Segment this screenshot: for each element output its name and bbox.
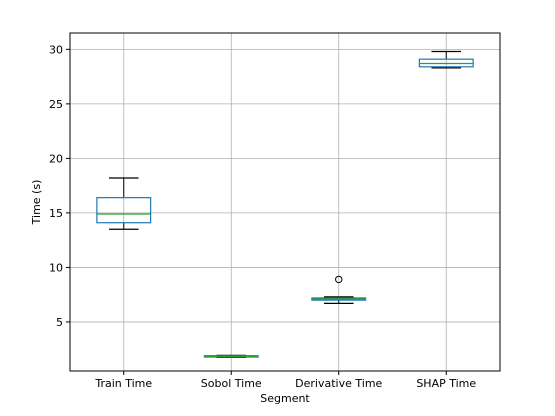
plot-frame xyxy=(69,32,501,372)
y-tick-label: 10 xyxy=(49,261,63,274)
y-tick-label: 5 xyxy=(56,316,63,329)
box-rect xyxy=(96,197,152,224)
box-3 xyxy=(418,50,474,69)
y-tick-label: 25 xyxy=(49,98,63,111)
y-axis-label: Time (s) xyxy=(30,180,43,226)
axis-ticks: 5 10 15 20 25 30 Train Time Sobol Time Derivativ… xyxy=(49,43,476,390)
box-0 xyxy=(96,177,152,230)
grid-lines xyxy=(70,33,500,371)
x-axis-label: Segment xyxy=(260,392,310,405)
outlier-point xyxy=(335,275,343,284)
box-series xyxy=(96,50,474,358)
y-tick-label: 30 xyxy=(49,43,63,56)
box-2 xyxy=(311,275,367,304)
x-tick-label: Train Time xyxy=(94,377,152,390)
y-tick-label: 15 xyxy=(49,207,63,220)
y-tick-label: 20 xyxy=(49,152,63,165)
x-tick-label: Derivative Time xyxy=(295,377,382,390)
x-tick-label: SHAP Time xyxy=(416,377,476,390)
box-1 xyxy=(203,354,259,358)
x-tick-label: Sobol Time xyxy=(201,377,262,390)
